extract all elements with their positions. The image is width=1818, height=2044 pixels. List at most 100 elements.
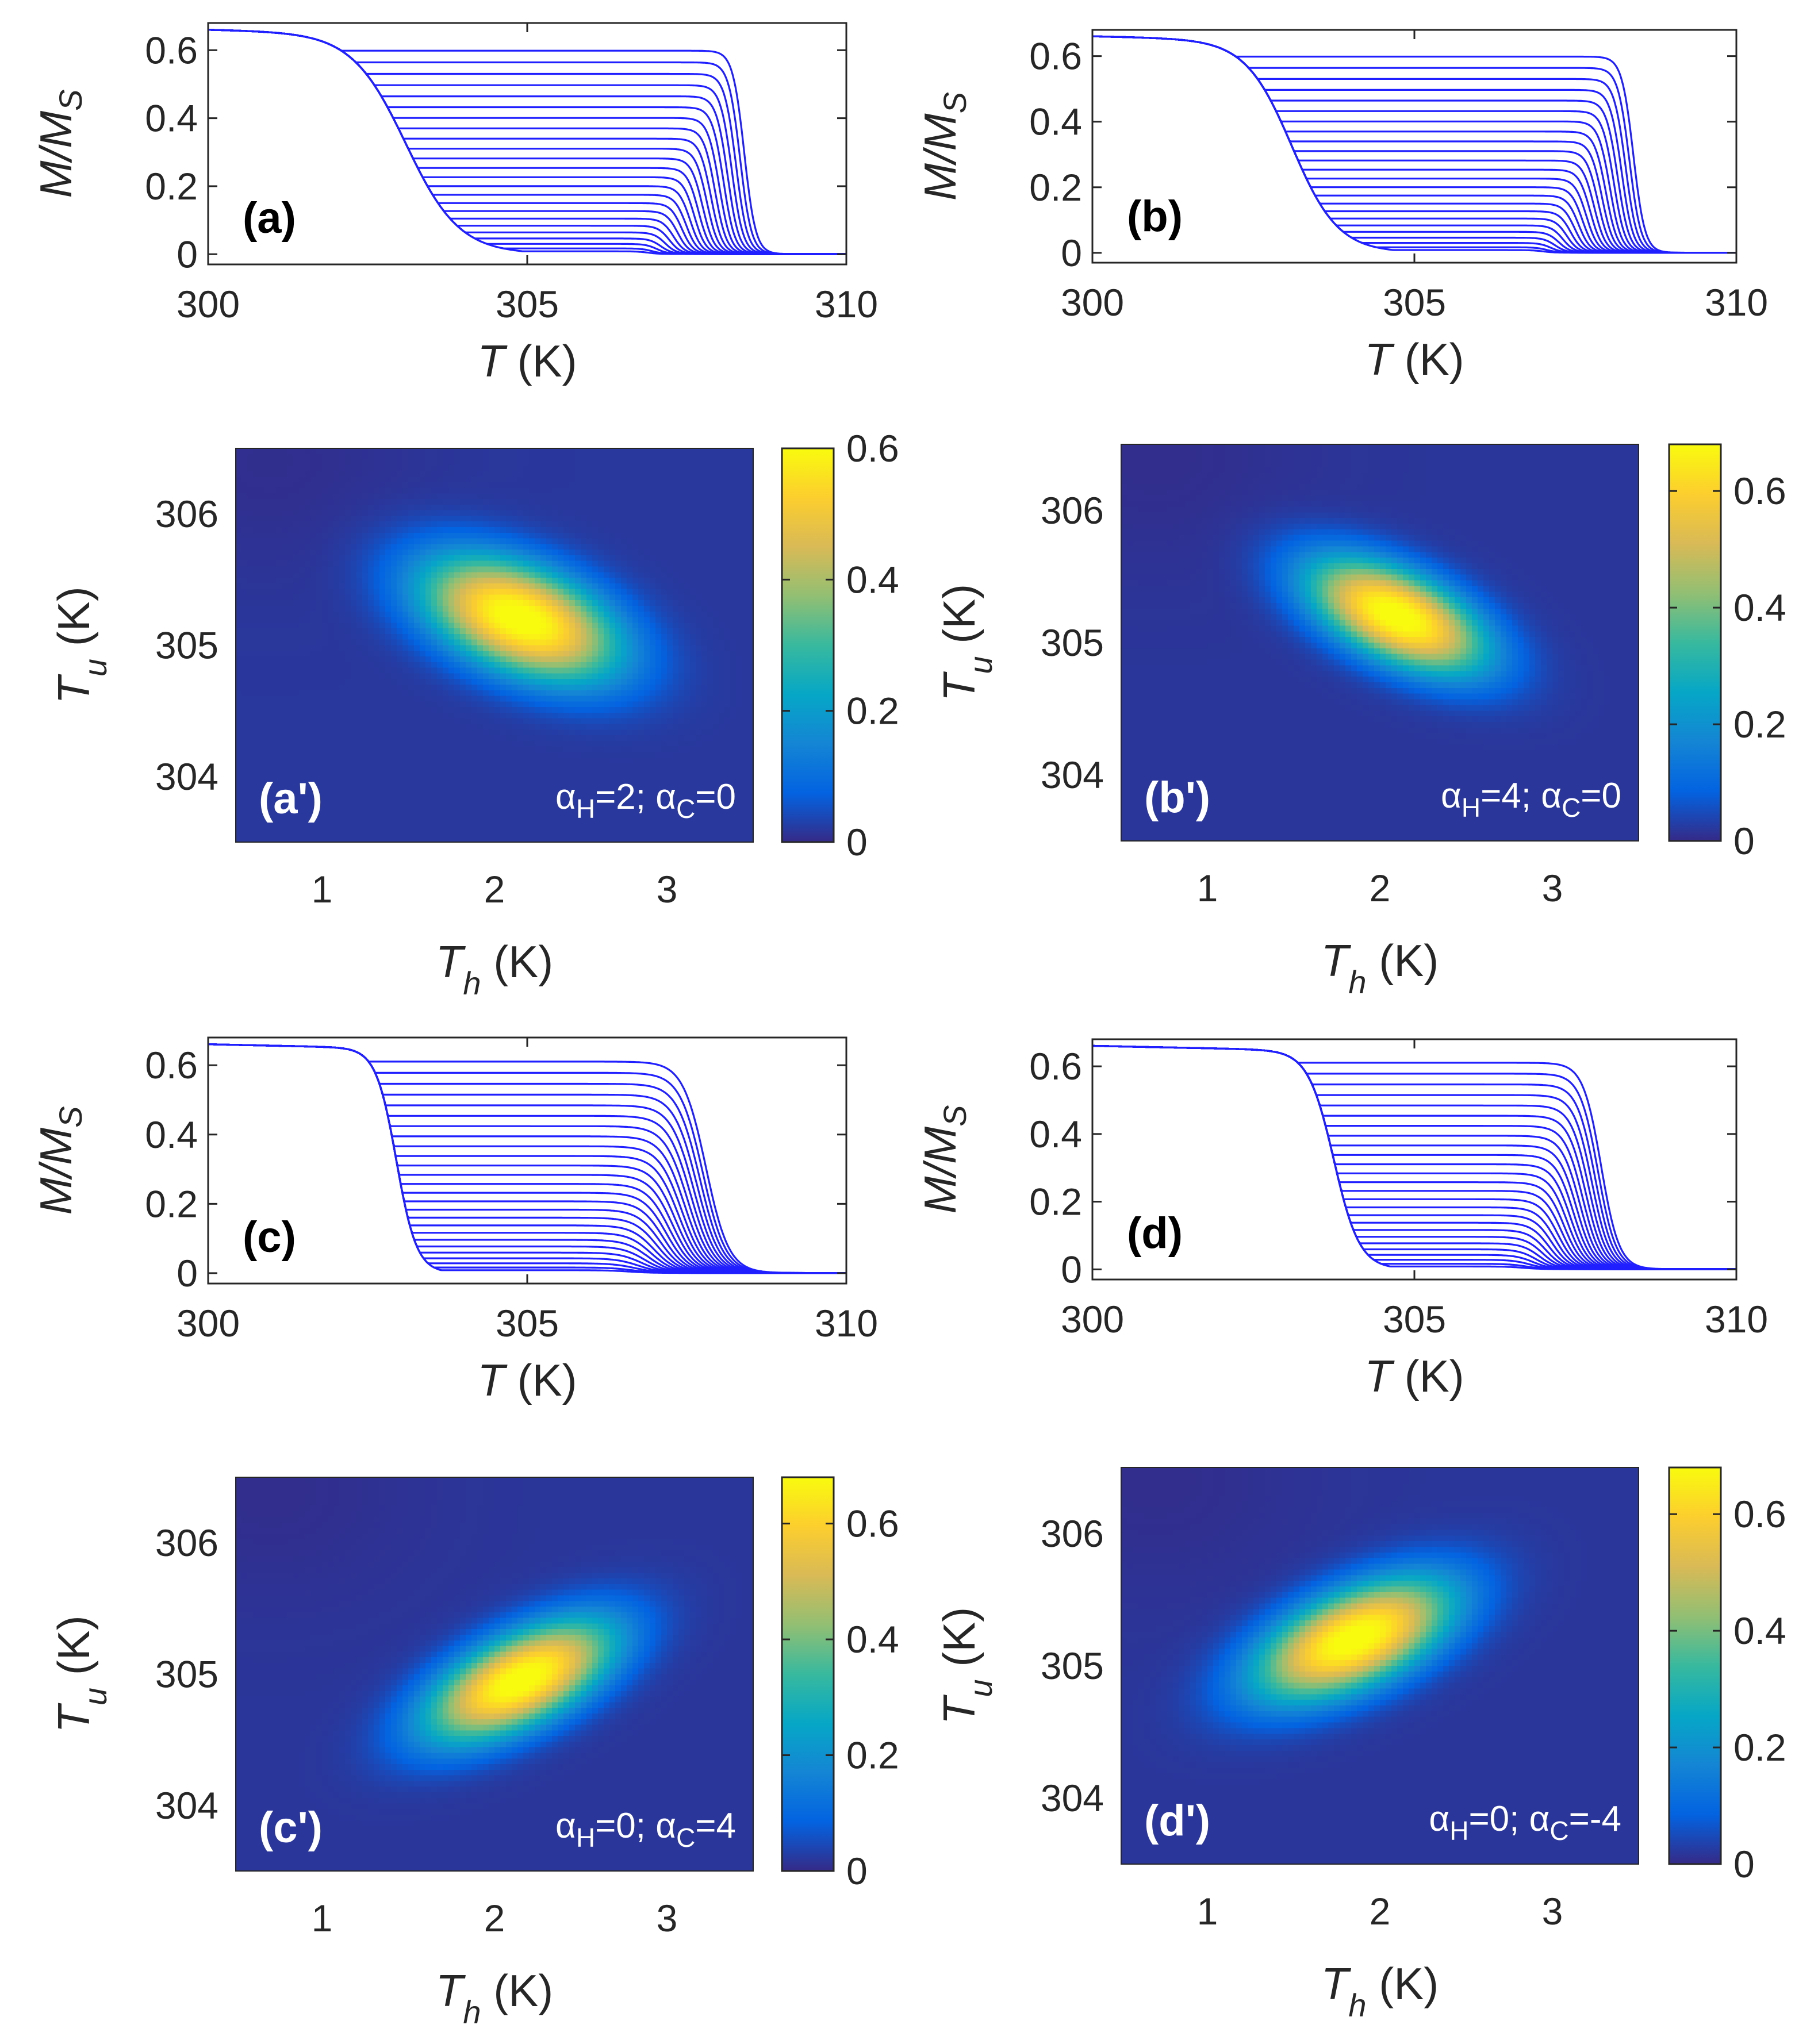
heatmap-cell [690, 561, 696, 567]
heatmap-cell [586, 696, 593, 702]
heatmap-cell [477, 623, 484, 628]
heatmap-cell [385, 493, 392, 499]
xtick-label-a-0: 300 [177, 283, 240, 325]
heatmap-cell [287, 719, 294, 724]
heatmap-cell [523, 701, 530, 707]
heatmap-cell [529, 583, 535, 589]
heatmap-cell [247, 572, 254, 578]
heatmap-cell [305, 729, 311, 735]
heatmap-cell [362, 561, 369, 567]
heatmap-cell [506, 572, 512, 578]
heatmap-cell [586, 673, 593, 679]
heatmap-cell [368, 539, 374, 544]
heatmap-cell [707, 673, 714, 679]
heatmap-cell [494, 668, 501, 674]
heatmap-cell [569, 493, 576, 499]
heatmap-cell [310, 527, 317, 533]
heatmap-cell [356, 685, 363, 690]
heatmap-cell [425, 550, 432, 555]
heatmap-cell [517, 735, 524, 741]
heatmap-cell [540, 656, 547, 662]
heatmap-cell [494, 612, 501, 617]
heatmap-cell [316, 623, 323, 628]
heatmap-cell [379, 527, 386, 533]
heatmap-cell [247, 589, 254, 595]
heatmap-cell [661, 668, 668, 674]
heatmap-cell [627, 583, 633, 589]
heatmap-cell [500, 493, 507, 499]
heatmap-cell [512, 454, 518, 460]
heatmap-cell [661, 707, 668, 713]
heatmap-cell [696, 617, 702, 623]
heatmap-cell [512, 493, 518, 499]
heatmap-cell [707, 651, 714, 656]
heatmap-cell [385, 521, 392, 527]
heatmap-cell [535, 668, 541, 674]
heatmap-cell [523, 499, 530, 505]
heatmap-cell [489, 628, 495, 634]
heatmap-cell [569, 696, 576, 702]
heatmap-cell [305, 550, 311, 555]
heatmap-cell [552, 583, 558, 589]
heatmap-cell [696, 572, 702, 578]
heatmap-cell [667, 673, 673, 679]
heatmap-cell [414, 516, 420, 521]
heatmap-cell [414, 471, 420, 477]
heatmap-cell [586, 729, 593, 735]
heatmap-cell [575, 679, 581, 685]
heatmap-cell [316, 634, 323, 640]
heatmap-cell [368, 696, 374, 702]
heatmap-cell [454, 567, 461, 573]
heatmap-cell [546, 482, 553, 488]
heatmap-cell [719, 668, 725, 674]
heatmap-cell [638, 465, 645, 471]
heatmap-cell [724, 747, 731, 752]
heatmap-cell [569, 690, 576, 696]
heatmap-cell [581, 701, 587, 707]
heatmap-cell [569, 606, 576, 612]
heatmap-cell [719, 690, 725, 696]
heatmap-cell [287, 679, 294, 685]
heatmap-cell [644, 499, 650, 505]
heatmap-cell [431, 448, 438, 454]
heatmap-cell [477, 454, 484, 460]
heatmap-cell [402, 465, 409, 471]
heatmap-cell [558, 679, 564, 685]
heatmap-cell [460, 701, 466, 707]
heatmap-cell [282, 471, 288, 477]
heatmap-cell [615, 499, 622, 505]
heatmap-cell [678, 623, 685, 628]
heatmap-cell [638, 696, 645, 702]
heatmap-cell [379, 561, 386, 567]
heatmap-cell [650, 612, 656, 617]
heatmap-cell [374, 747, 380, 752]
heatmap-cell [604, 527, 610, 533]
heatmap-cell [310, 594, 317, 600]
heatmap-cell [609, 735, 616, 741]
heatmap-cell [627, 701, 633, 707]
heatmap-cell [730, 679, 737, 685]
heatmap-cell [305, 555, 311, 561]
heatmap-cell [638, 516, 645, 521]
heatmap-cell [690, 651, 696, 656]
heatmap-cell [431, 656, 438, 662]
heatmap-cell [310, 668, 317, 674]
heatmap-cell [397, 741, 403, 747]
heatmap-cell [408, 539, 415, 544]
heatmap-cell [690, 482, 696, 488]
heatmap-cell [437, 713, 443, 719]
heatmap-cell [402, 735, 409, 741]
heatmap-cell [650, 578, 656, 583]
heatmap-cell [592, 668, 599, 674]
heatmap-cell [615, 493, 622, 499]
heatmap-cell [402, 662, 409, 668]
heatmap-cell [333, 465, 340, 471]
heatmap-cell [351, 499, 357, 505]
heatmap-cell [644, 707, 650, 713]
heatmap-cell [351, 561, 357, 567]
heatmap-cell [333, 646, 340, 651]
heatmap-cell [241, 741, 248, 747]
heatmap-cell [742, 679, 748, 685]
heatmap-cell [368, 454, 374, 460]
heatmap-cell [305, 606, 311, 612]
